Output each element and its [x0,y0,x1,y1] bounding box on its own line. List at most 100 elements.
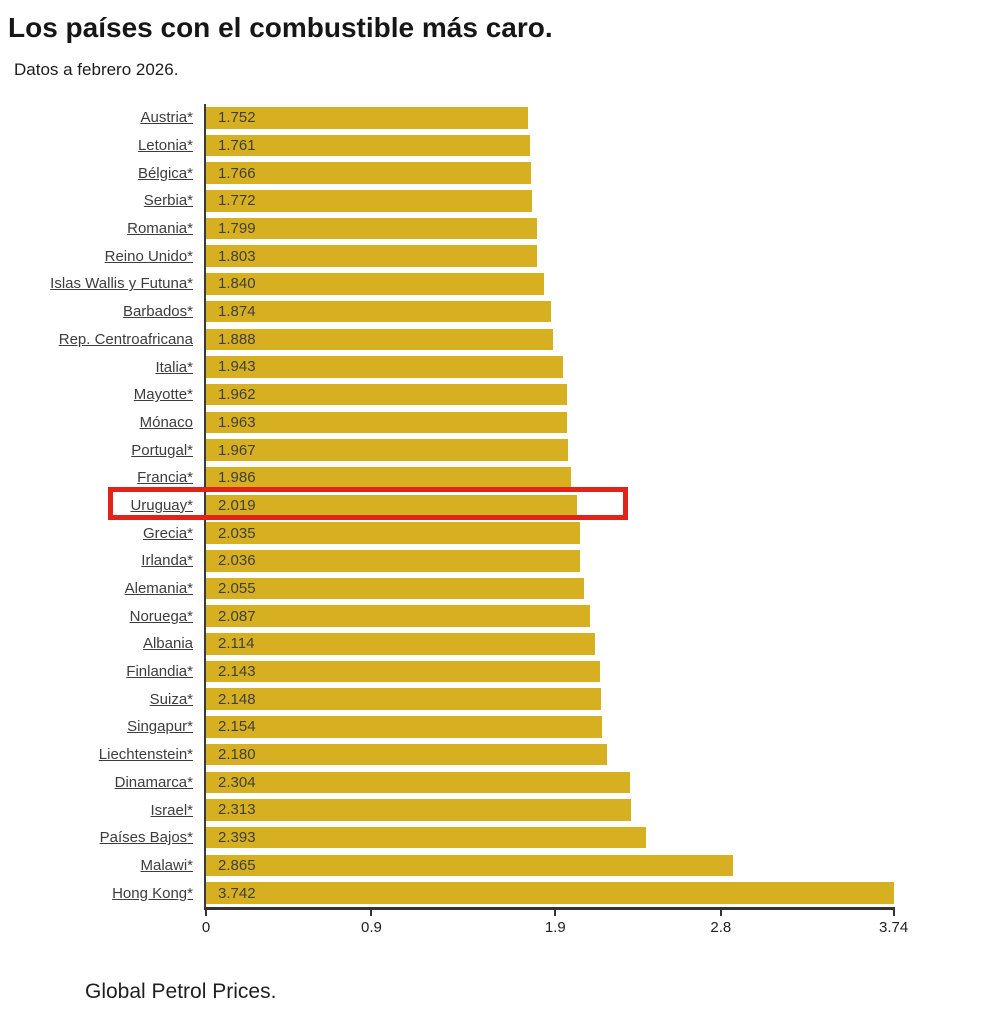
chart-row: Suiza* 2.148 [10,685,970,714]
bar-value-label: 1.752 [218,109,256,127]
country-label: Países Bajos* [99,829,193,847]
bar-area: 1.967 [204,436,894,464]
chart-row: Portugal* 1.967 [10,436,970,464]
chart-row: Grecia* 2.035 [10,519,970,547]
x-axis-tick-mark [205,909,207,916]
bar-value-label: 1.874 [218,303,256,321]
bar: 2.143 [206,660,600,683]
chart-row: Bélgica* 1.766 [10,159,970,188]
bar-area: 2.865 [204,851,894,880]
chart-row: Francia* 1.986 [10,463,970,492]
bar: 2.865 [206,854,733,877]
chart-title: Los países con el combustible más caro. [8,12,553,43]
chart-row: Letonia* 1.761 [10,131,970,160]
bar-value-label: 2.154 [218,718,256,736]
country-label: Rep. Centroafricana [58,330,193,348]
bar: 1.840 [206,273,545,295]
bar-value-label: 1.888 [218,330,256,348]
chart-rows: Austria* 1.752 Letonia* 1.761 Bélgica* 1.766 S… [10,104,970,907]
bar-value-label: 1.963 [218,413,256,431]
x-axis-tick-label: 3.74 [879,918,909,936]
bar-area: 2.019 [204,491,894,520]
country-label: Mayotte* [133,386,193,404]
chart-row: Irlanda* 2.036 [10,547,970,575]
bar-area: 1.874 [204,297,894,326]
bar: 2.055 [206,577,584,600]
bar-value-label: 2.865 [218,856,256,874]
bar: 1.766 [206,162,531,184]
bar: 2.035 [206,522,581,544]
bar-area: 2.393 [204,823,894,852]
bar: 2.393 [206,826,646,849]
country-label: Mónaco [139,413,193,431]
bar-area: 2.154 [204,713,894,741]
country-label: Reino Unido* [104,247,193,265]
chart-row: Malawi* 2.865 [10,851,970,880]
country-label: Suiza* [149,690,193,708]
country-label: Alemania* [124,580,193,598]
bar-area: 1.766 [204,159,894,188]
bar: 1.803 [206,245,538,267]
country-label: Finlandia* [126,663,193,681]
chart-row: Uruguay* 2.019 [10,486,970,520]
bar: 2.114 [206,633,595,655]
bar-area: 1.803 [204,242,894,271]
bar-area: 2.087 [204,602,894,631]
country-label: Islas Wallis y Futuna* [50,275,193,293]
chart-row: Mónaco 1.963 [10,408,970,437]
country-label: Irlanda* [141,552,193,570]
x-axis-tick-mark [892,909,895,916]
country-label: Singapur* [127,718,193,736]
bar-value-label: 2.019 [218,496,256,514]
country-label: Liechtenstein* [98,746,193,764]
bar: 1.799 [206,217,537,240]
bar-area: 3.742 [204,879,894,907]
bar-area: 1.840 [204,270,894,298]
bar-value-label: 2.143 [218,663,256,680]
bar-value-label: 2.036 [218,552,256,570]
chart-row: Mayotte* 1.962 [10,380,970,409]
x-axis-tick-mark [554,909,557,916]
chart-row: Finlandia* 2.143 [10,657,970,686]
bar-area: 2.055 [204,574,894,603]
chart-row: Dinamarca* 2.304 [10,768,970,797]
bar-area: 1.888 [204,325,894,354]
bar-value-label: 2.055 [218,579,256,597]
bar-value-label: 1.840 [218,275,256,293]
bar: 1.761 [206,134,530,157]
country-label: Bélgica* [137,164,193,182]
bar-area: 2.114 [204,630,894,658]
chart-row: Países Bajos* 2.393 [10,823,970,852]
bar-value-label: 2.304 [218,773,256,791]
bar: 1.967 [206,439,568,461]
chart-row: Noruega* 2.087 [10,602,970,631]
bar: 1.962 [206,383,567,406]
bar: 2.304 [206,771,630,793]
chart-subtitle: Datos a febrero 2026. [14,60,179,79]
bar-value-label: 1.761 [218,136,256,154]
bar-value-label: 2.087 [218,607,256,625]
bar-value-label: 1.943 [218,358,256,376]
country-label: Portugal* [131,441,193,459]
bar-value-label: 2.148 [218,690,256,708]
country-label: Romania* [127,220,193,238]
bar: 1.752 [206,107,529,129]
x-axis-tick-label: 2.8 [710,918,732,936]
bar: 1.963 [206,411,567,434]
bar-value-label: 1.766 [218,164,256,182]
country-label: Malawi* [140,856,193,874]
bar: 2.019 [206,494,578,517]
bar-area: 2.143 [204,657,894,686]
country-label: Italia* [155,358,193,376]
bar-area: 2.035 [204,519,894,547]
bar-area: 1.963 [204,408,894,437]
bar-value-label: 2.393 [218,829,256,847]
bar-value-label: 2.313 [218,801,256,819]
bar-area: 1.943 [204,353,894,381]
bar-area: 1.986 [204,463,894,492]
chart-row: Islas Wallis y Futuna* 1.840 [10,270,970,298]
bar-area: 1.799 [204,214,894,243]
bar-value-label: 1.962 [218,386,256,404]
bar: 2.154 [206,716,603,738]
chart-row: Alemania* 2.055 [10,574,970,603]
